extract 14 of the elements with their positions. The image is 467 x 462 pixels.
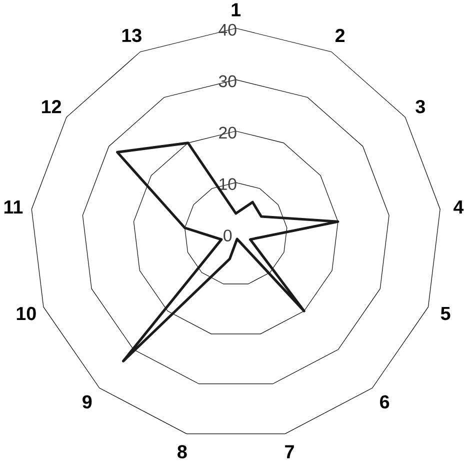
y-tick-label: 0 xyxy=(224,230,232,242)
spoke-label: 12 xyxy=(42,100,61,114)
spoke-label: 1 xyxy=(232,3,241,16)
spoke-label: 6 xyxy=(380,395,390,409)
spoke-label: 13 xyxy=(122,28,142,42)
spoke-label: 4 xyxy=(454,200,464,214)
spoke-label: 11 xyxy=(4,200,23,214)
spoke-label: 3 xyxy=(416,100,425,114)
spoke-label: 10 xyxy=(16,307,36,320)
spoke-label: 2 xyxy=(335,29,345,42)
spoke-label: 5 xyxy=(440,307,450,320)
spoke-label: 7 xyxy=(285,445,294,458)
spoke-label: 8 xyxy=(178,445,187,459)
spoke-label: 9 xyxy=(82,395,92,409)
